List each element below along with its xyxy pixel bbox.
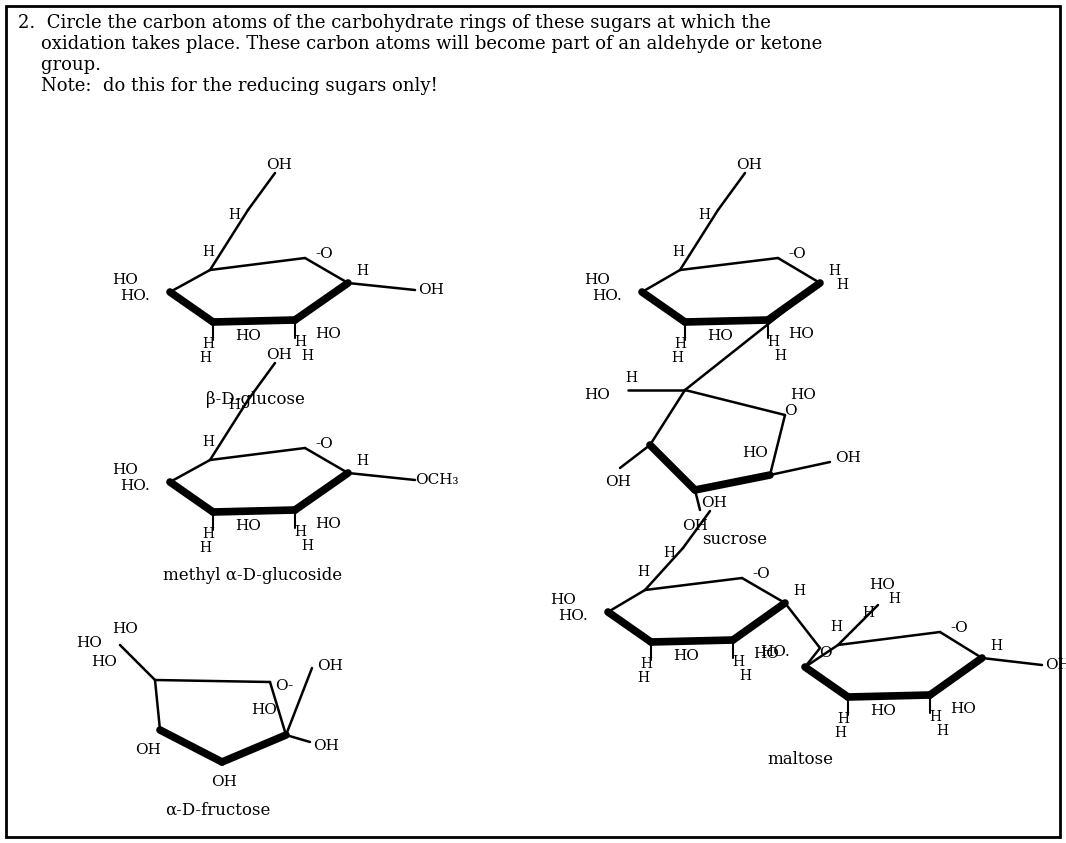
Text: OH: OH	[266, 348, 292, 362]
Text: H: H	[830, 620, 842, 634]
Text: HO: HO	[673, 649, 699, 663]
Text: H: H	[837, 712, 849, 726]
Text: HO: HO	[550, 593, 576, 607]
Text: H: H	[774, 349, 786, 363]
Text: H: H	[199, 541, 211, 555]
Text: H: H	[637, 671, 649, 685]
Text: H: H	[663, 546, 675, 560]
Text: β-D-glucose: β-D-glucose	[206, 391, 305, 409]
Text: H: H	[990, 639, 1002, 653]
Text: OH: OH	[736, 158, 762, 172]
Text: HO: HO	[252, 703, 277, 717]
Text: H: H	[201, 435, 214, 449]
Text: HO: HO	[790, 388, 815, 402]
Text: HO: HO	[76, 636, 102, 650]
Text: -O: -O	[314, 437, 333, 451]
Text: H: H	[862, 606, 874, 620]
Text: OH: OH	[135, 743, 161, 757]
Text: H: H	[739, 669, 752, 683]
Text: HO: HO	[112, 463, 138, 477]
Text: HO: HO	[314, 327, 341, 341]
Text: OH: OH	[317, 659, 343, 673]
Text: H: H	[928, 710, 941, 724]
Text: HO.: HO.	[120, 289, 150, 303]
Text: HO: HO	[112, 273, 138, 287]
Text: sucrose: sucrose	[702, 531, 768, 549]
Text: OH: OH	[835, 451, 861, 465]
Text: H: H	[637, 565, 649, 579]
Text: H: H	[201, 245, 214, 259]
Text: H: H	[834, 726, 846, 740]
Text: -O: -O	[788, 247, 806, 261]
Text: H: H	[356, 454, 368, 468]
Text: OH: OH	[701, 496, 727, 510]
Text: H: H	[674, 337, 687, 351]
Text: HO: HO	[742, 446, 768, 460]
Text: OH: OH	[211, 775, 237, 789]
Text: H: H	[640, 657, 652, 671]
Text: O-: O-	[275, 679, 293, 693]
Text: H: H	[732, 655, 744, 669]
Text: HO.: HO.	[120, 479, 150, 493]
Text: HO.: HO.	[559, 609, 588, 623]
Text: HO: HO	[112, 622, 138, 636]
Text: H: H	[836, 278, 847, 292]
Text: HO: HO	[584, 388, 610, 402]
Text: H: H	[301, 349, 313, 363]
Text: OH: OH	[313, 739, 339, 753]
Text: H: H	[228, 398, 240, 412]
Text: H: H	[301, 539, 313, 553]
Text: HO.: HO.	[760, 645, 790, 659]
Text: OH: OH	[266, 158, 292, 172]
Text: O: O	[784, 404, 796, 418]
Text: HO: HO	[788, 327, 813, 341]
Text: 2.  Circle the carbon atoms of the carbohydrate rings of these sugars at which t: 2. Circle the carbon atoms of the carboh…	[18, 14, 771, 32]
Text: oxidation takes place. These carbon atoms will become part of an aldehyde or ket: oxidation takes place. These carbon atom…	[18, 35, 822, 53]
Text: H: H	[768, 335, 779, 349]
Text: H: H	[228, 208, 240, 222]
Text: HO: HO	[314, 517, 341, 531]
Text: O: O	[819, 646, 831, 660]
Text: Note:  do this for the reducing sugars only!: Note: do this for the reducing sugars on…	[18, 77, 438, 95]
Text: group.: group.	[18, 56, 101, 74]
Text: -O: -O	[314, 247, 333, 261]
Text: HO: HO	[235, 329, 261, 343]
Text: HO: HO	[950, 702, 975, 716]
Text: H: H	[294, 335, 306, 349]
Text: HO: HO	[584, 273, 610, 287]
Text: H: H	[625, 371, 637, 385]
Text: H: H	[199, 351, 211, 365]
Text: H: H	[672, 245, 684, 259]
Text: H: H	[294, 525, 306, 539]
Text: OH: OH	[418, 283, 443, 297]
Text: maltose: maltose	[768, 751, 833, 769]
Text: HO: HO	[869, 578, 895, 592]
Text: H: H	[671, 351, 683, 365]
Text: HO: HO	[91, 655, 117, 669]
Text: H: H	[201, 337, 214, 351]
Text: OCH₃: OCH₃	[416, 473, 458, 487]
Text: H: H	[936, 724, 948, 738]
Text: H: H	[793, 584, 805, 598]
Text: α-D-fructose: α-D-fructose	[165, 802, 271, 819]
Text: H: H	[698, 208, 710, 222]
Text: H: H	[356, 264, 368, 278]
Text: HO: HO	[753, 647, 779, 661]
Text: -O: -O	[950, 621, 968, 635]
Text: -O: -O	[752, 567, 770, 581]
Text: HO: HO	[235, 519, 261, 533]
Text: OH: OH	[682, 519, 708, 533]
Text: OH: OH	[1045, 658, 1066, 672]
Text: H: H	[888, 592, 900, 606]
Text: HO.: HO.	[593, 289, 621, 303]
Text: HO: HO	[707, 329, 733, 343]
Text: OH: OH	[605, 475, 631, 489]
Text: H: H	[201, 527, 214, 541]
Text: methyl α-D-glucoside: methyl α-D-glucoside	[163, 566, 342, 583]
Text: H: H	[828, 264, 840, 278]
Text: HO: HO	[870, 704, 895, 718]
